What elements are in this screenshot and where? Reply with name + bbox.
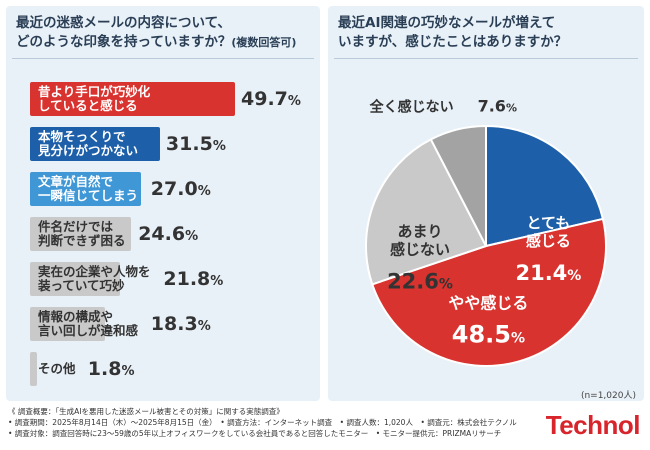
pie-category-label: とても bbox=[526, 214, 570, 232]
pie-slice bbox=[371, 217, 607, 367]
pie-label: 全く感じない 7.6% bbox=[369, 97, 517, 116]
pie-slice bbox=[365, 138, 488, 286]
bar bbox=[30, 352, 38, 386]
pie-category-label: やや感じる bbox=[448, 293, 528, 312]
left-question-title: 最近の迷惑メールの内容について、 どのような印象を持っていますか？(複数回答可) bbox=[16, 14, 312, 52]
bar-label: 実在の企業や人物を 装っていて巧妙 bbox=[38, 264, 151, 293]
footer-line-3: • 調査対象：調査回答時に23〜59歳の5年以上オフィスワークをしている会社員で… bbox=[8, 429, 502, 438]
bar-row: 本物そっくりで 見分けがつかない 31.5% bbox=[30, 127, 320, 161]
pie-slice bbox=[485, 124, 605, 248]
bar-row: 文章が自然で 一瞬信じてしまう 27.0% bbox=[30, 172, 320, 206]
bar-row: 実在の企業や人物を 装っていて巧妙 21.8% bbox=[30, 262, 320, 296]
bar-value-label: 1.8% bbox=[87, 358, 135, 380]
bar-row: その他 1.8% bbox=[30, 352, 320, 386]
bar-row: 昔より手口が巧妙化 していると感じる 49.7% bbox=[30, 82, 320, 116]
right-title-divider bbox=[334, 58, 638, 59]
bar bbox=[30, 127, 160, 161]
bar bbox=[30, 82, 235, 116]
bar bbox=[30, 172, 142, 206]
bar-label: 昔より手口が巧妙化 していると感じる bbox=[38, 84, 151, 113]
bar-label: その他 bbox=[38, 361, 76, 376]
bar bbox=[30, 217, 132, 251]
right-panel: 最近AI関連の巧妙なメールが増えて いますが、感じたことはありますか？ とても感… bbox=[328, 6, 644, 401]
bar-label: 件名だけでは 判断できず困る bbox=[38, 219, 126, 248]
left-title-note: (複数回答可) bbox=[231, 36, 297, 49]
pie-label: やや感じる 48.5% bbox=[448, 293, 528, 348]
pie-value-label: 21.4% bbox=[515, 261, 581, 285]
bar-row: 情報の構成や 言い回しが違和感 18.3% bbox=[30, 307, 320, 341]
bar-label: 本物そっくりで 見分けがつかない bbox=[38, 129, 139, 158]
technol-logo: Technol bbox=[545, 410, 641, 440]
bar bbox=[30, 262, 120, 296]
left-title-text: 最近の迷惑メールの内容について、 どのような印象を持っていますか？ bbox=[16, 15, 232, 50]
bar-value-label: 18.3% bbox=[150, 313, 211, 335]
pie-category-label: あまり bbox=[397, 222, 442, 240]
bar-value-label: 31.5% bbox=[165, 133, 226, 155]
pie-category-label: 感じない bbox=[390, 240, 450, 258]
pie-category-label: 全く感じない bbox=[369, 99, 454, 116]
pie-value-label: 7.6% bbox=[478, 97, 517, 116]
bar-value-label: 49.7% bbox=[241, 88, 301, 110]
bar-label: 文章が自然で 一瞬信じてしまう bbox=[38, 174, 139, 203]
pie-category-label: 感じる bbox=[526, 232, 571, 250]
survey-footer: 《 調査概要：「生成AIを悪用した迷惑メール被害とその対策」に関する実態調査》 … bbox=[8, 406, 528, 439]
footer-line-2: • 調査期間：2025年8月14日（木）〜2025年8月15日（金） • 調査方… bbox=[8, 418, 517, 427]
left-title-divider bbox=[12, 58, 314, 59]
bar-label: 情報の構成や 言い回しが違和感 bbox=[38, 309, 139, 338]
right-question-title: 最近AI関連の巧妙なメールが増えて いますが、感じたことはありますか？ bbox=[338, 15, 568, 50]
sample-size-note: (n=1,020人) bbox=[580, 391, 636, 401]
bar-value-label: 21.8% bbox=[163, 268, 224, 290]
footer-line-1: 《 調査概要：「生成AIを悪用した迷惑メール被害とその対策」に関する実態調査》 bbox=[8, 407, 284, 416]
bar-row: 件名だけでは 判断できず困る 24.6% bbox=[30, 217, 320, 251]
pie-value-label: 22.6% bbox=[387, 269, 453, 293]
pie-value-label: 48.5% bbox=[452, 320, 525, 348]
left-panel: 最近の迷惑メールの内容について、 どのような印象を持っていますか？(複数回答可)… bbox=[6, 6, 320, 401]
bar-value-label: 27.0% bbox=[150, 178, 211, 200]
bar bbox=[30, 307, 106, 341]
pie-slice bbox=[429, 124, 487, 247]
bar-value-label: 24.6% bbox=[138, 223, 199, 245]
